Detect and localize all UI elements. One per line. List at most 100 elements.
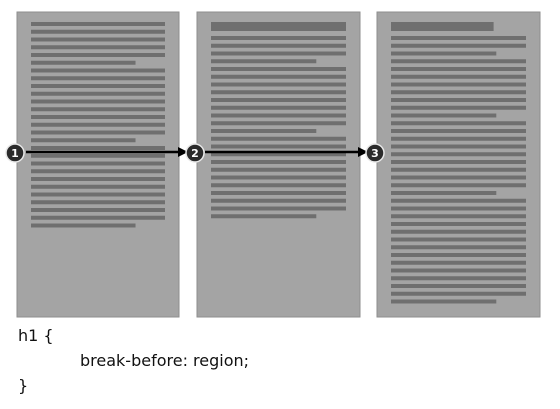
text-line	[211, 67, 346, 71]
region-1	[16, 11, 180, 318]
text-line	[31, 177, 165, 181]
text-line	[31, 215, 165, 220]
text-line	[31, 99, 165, 104]
text-line	[391, 67, 526, 71]
text-line	[391, 229, 526, 234]
region-marker-2: 2	[185, 143, 205, 163]
text-line	[391, 206, 526, 211]
text-line	[391, 59, 526, 64]
text-line	[391, 105, 526, 110]
text-line	[31, 45, 165, 50]
text-line	[391, 284, 526, 288]
text-line	[391, 144, 526, 149]
code-line-declaration: break-before: region;	[80, 351, 250, 370]
text-line	[211, 59, 317, 64]
text-line	[391, 160, 526, 164]
text-line	[211, 191, 346, 195]
text-line	[31, 107, 165, 112]
text-line	[31, 68, 165, 73]
text-line	[391, 136, 526, 141]
text-line	[211, 167, 346, 172]
text-line	[391, 276, 526, 281]
text-line	[391, 113, 497, 118]
text-line	[31, 91, 165, 96]
text-line	[211, 74, 346, 79]
text-line	[211, 121, 346, 126]
marker-number: 1	[11, 147, 19, 160]
text-line	[391, 90, 526, 95]
text-line	[31, 115, 165, 119]
text-line	[31, 53, 165, 57]
marker-circle	[365, 143, 385, 163]
text-line	[211, 152, 346, 157]
text-line	[31, 161, 165, 166]
text-line	[211, 214, 317, 219]
text-line	[211, 36, 346, 40]
region-marker-3: 3	[365, 143, 385, 163]
text-line	[391, 98, 526, 102]
text-line	[391, 198, 526, 203]
text-line	[391, 260, 526, 265]
text-line	[31, 169, 165, 174]
text-line	[391, 82, 526, 87]
text-line	[391, 222, 526, 226]
text-line	[31, 200, 165, 205]
text-line	[211, 105, 346, 110]
text-line	[391, 51, 497, 56]
text-line	[211, 160, 346, 164]
text-line	[31, 153, 165, 158]
text-line	[391, 129, 526, 133]
text-line	[391, 152, 526, 157]
region-marker-1: 1	[5, 143, 25, 163]
text-line	[211, 129, 317, 133]
text-line	[211, 82, 346, 87]
text-line	[391, 191, 497, 195]
text-line	[31, 122, 165, 127]
region-3	[376, 11, 541, 318]
text-line	[211, 175, 346, 180]
marker-circle	[185, 143, 205, 163]
region-2	[196, 11, 361, 318]
text-line	[211, 51, 346, 56]
text-line	[391, 74, 526, 79]
text-line	[31, 192, 165, 197]
text-line	[31, 22, 165, 26]
regions-layer	[16, 11, 541, 318]
text-line	[31, 184, 165, 189]
region-box	[196, 11, 361, 318]
text-line	[31, 138, 136, 143]
heading-bar	[391, 22, 494, 31]
heading-bar	[211, 22, 346, 31]
text-line	[31, 29, 165, 34]
text-line	[31, 76, 165, 81]
text-line	[391, 36, 526, 40]
code-line-close-brace: }	[18, 376, 29, 395]
text-line	[391, 183, 526, 188]
text-line	[391, 167, 526, 172]
marker-circle	[5, 143, 25, 163]
code-line-selector: h1 {	[18, 326, 54, 345]
text-line	[31, 37, 165, 42]
text-line	[391, 253, 526, 257]
text-line	[31, 130, 165, 135]
text-line	[211, 98, 346, 102]
text-line	[31, 146, 165, 150]
text-line	[391, 121, 526, 126]
text-line	[211, 183, 346, 188]
text-line	[31, 84, 165, 88]
text-line	[391, 291, 526, 296]
text-line	[391, 175, 526, 180]
text-line	[391, 214, 526, 219]
text-line	[391, 299, 497, 304]
text-line	[211, 113, 346, 118]
text-line	[31, 60, 136, 65]
text-line	[211, 206, 346, 211]
text-line	[211, 136, 346, 141]
marker-number: 3	[371, 147, 379, 160]
text-line	[391, 43, 526, 48]
text-line	[211, 43, 346, 48]
text-line	[31, 208, 165, 212]
text-line	[391, 245, 526, 250]
markers-layer: 1 2 3	[5, 143, 385, 163]
